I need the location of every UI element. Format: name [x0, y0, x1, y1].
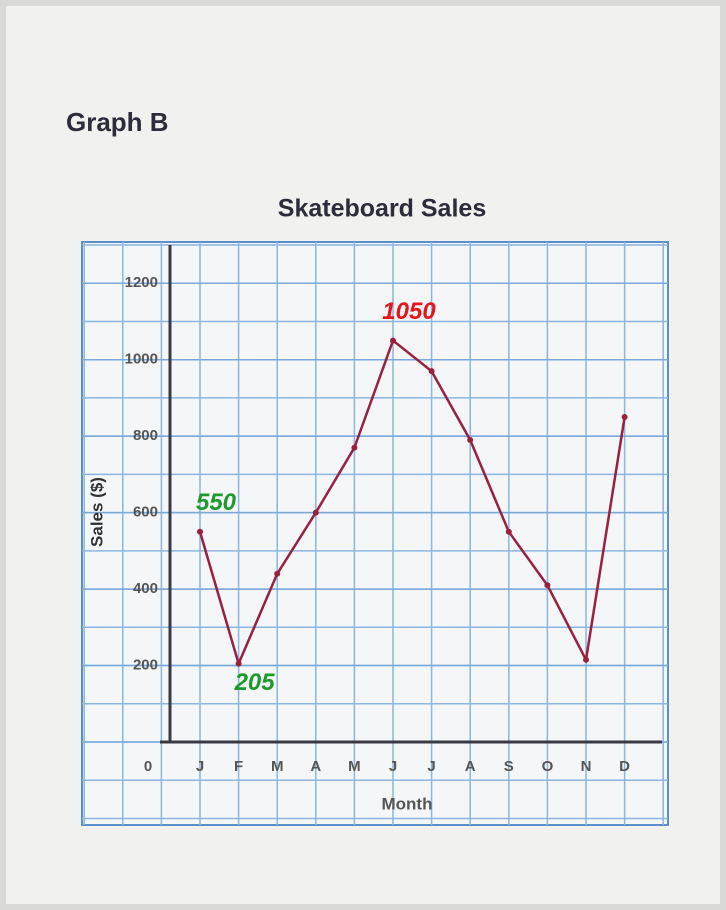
- data-point: [274, 571, 280, 577]
- y-tick-label: 200: [133, 657, 158, 674]
- data-point: [197, 529, 203, 535]
- data-point: [429, 368, 435, 374]
- x-tick-label: S: [504, 758, 514, 775]
- y-tick-label: 400: [133, 580, 158, 597]
- y-tick-label: 1200: [125, 274, 158, 291]
- x-tick-label: O: [542, 758, 554, 775]
- y-tick-label: 1000: [125, 351, 158, 368]
- value-label: 550: [196, 489, 237, 516]
- data-point: [583, 657, 589, 663]
- y-tick-label: 0: [144, 758, 152, 775]
- y-axis-label: Sales ($): [87, 477, 106, 547]
- data-point: [506, 529, 512, 535]
- x-tick-label: M: [271, 758, 284, 775]
- chart-title: Skateboard Sales: [278, 195, 486, 223]
- x-tick-label: A: [310, 758, 321, 775]
- x-tick-label: A: [465, 758, 476, 775]
- value-label: 1050: [382, 298, 436, 325]
- x-tick-label: J: [196, 758, 204, 775]
- heading: Graph B: [66, 107, 169, 137]
- data-point: [313, 510, 319, 516]
- x-tick-label: N: [581, 758, 592, 775]
- data-point: [390, 338, 396, 344]
- x-tick-label: M: [348, 758, 361, 775]
- data-point: [467, 437, 473, 443]
- x-tick-label: J: [427, 758, 435, 775]
- data-point: [236, 661, 242, 667]
- x-tick-label: J: [389, 758, 397, 775]
- page: {"heading": "Graph B", "chart_data": {"t…: [0, 0, 726, 910]
- x-axis-label: Month: [382, 794, 433, 813]
- x-tick-label: F: [234, 758, 243, 775]
- y-tick-label: 600: [133, 504, 158, 521]
- value-label: 205: [234, 669, 276, 696]
- x-tick-label: D: [619, 758, 630, 775]
- data-point: [622, 414, 628, 420]
- data-point: [544, 582, 550, 588]
- chart: Graph B Skateboard Sales 0 200 400 600 800 10…: [0, 0, 726, 910]
- data-point: [351, 445, 357, 451]
- y-tick-label: 800: [133, 427, 158, 444]
